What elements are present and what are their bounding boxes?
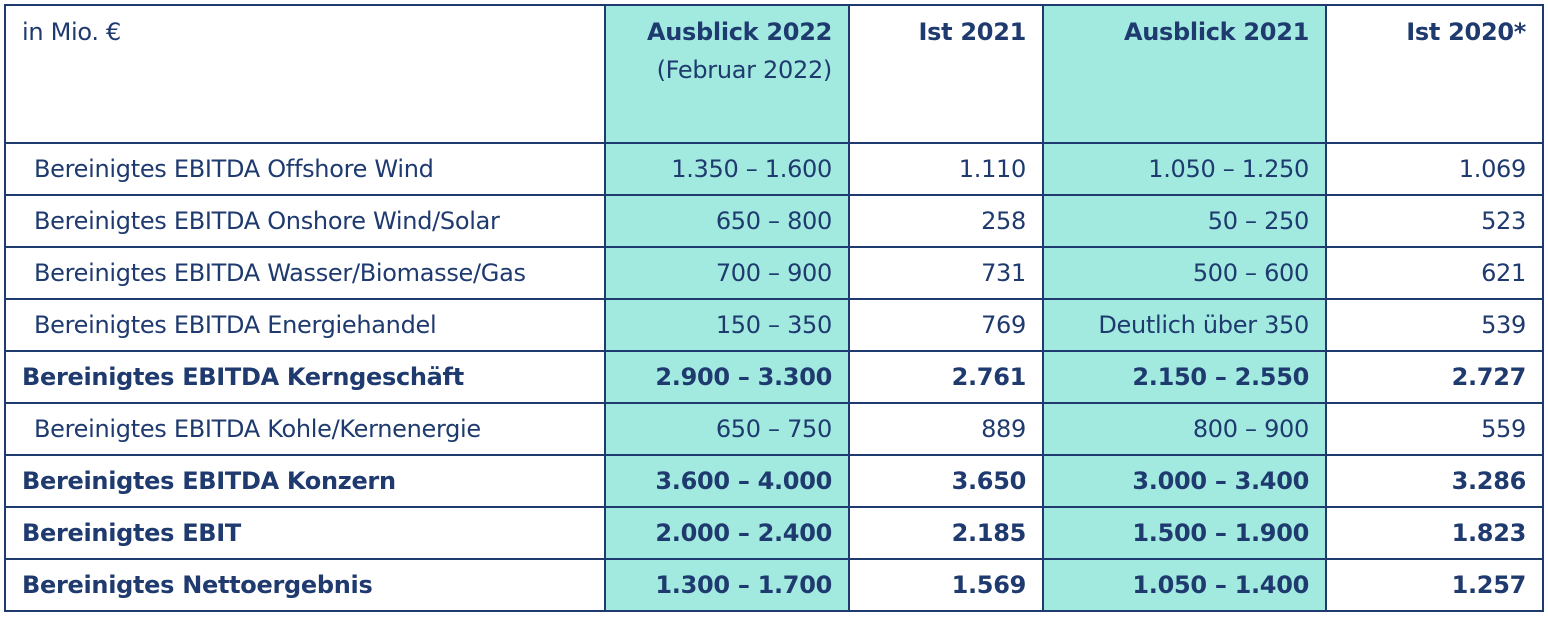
table-wrapper: in Mio. € Ausblick 2022 (Februar 2022) Ist … [4, 4, 1544, 612]
value-cell: 1.300 – 1.700 [604, 558, 850, 612]
row-label: Bereinigtes EBITDA Kerngeschäft [4, 350, 606, 404]
data-row: Bereinigtes EBITDA Kerngeschäft 2.900 – 3… [4, 350, 1544, 404]
value-cell: 539 [1325, 298, 1544, 352]
header-row: in Mio. € Ausblick 2022 (Februar 2022) Ist … [4, 4, 1544, 144]
value-cell: 650 – 750 [604, 402, 850, 456]
value-cell: 700 – 900 [604, 246, 850, 300]
value-cell: 258 [848, 194, 1044, 248]
value-cell: 2.727 [1325, 350, 1544, 404]
row-label: Bereinigtes EBITDA Wasser/Biomasse/Gas [4, 246, 606, 300]
data-row: Bereinigtes EBITDA Konzern 3.600 – 4.000 3… [4, 454, 1544, 508]
data-row: Bereinigtes Nettoergebnis 1.300 – 1.700 1.… [4, 558, 1544, 612]
header-title: Ausblick 2021 [1123, 18, 1309, 46]
value-cell: 650 – 800 [604, 194, 850, 248]
value-cell: 559 [1325, 402, 1544, 456]
value-cell: 1.110 [848, 142, 1044, 196]
row-label: Bereinigtes EBITDA Offshore Wind [4, 142, 606, 196]
header-cell: Ist 2020* [1325, 4, 1544, 144]
header-title: Ist 2021 [918, 18, 1027, 46]
forecast-table: in Mio. € Ausblick 2022 (Februar 2022) Ist … [4, 4, 1544, 612]
value-cell: 1.050 – 1.250 [1042, 142, 1327, 196]
data-row: Bereinigtes EBITDA Energiehandel 150 – 35… [4, 298, 1544, 352]
header-title: Ausblick 2022 [646, 18, 832, 46]
header-cell: Ausblick 2022 (Februar 2022) [604, 4, 850, 144]
value-cell: 1.823 [1325, 506, 1544, 560]
header-title: Ist 2020* [1406, 18, 1526, 46]
value-cell: 1.350 – 1.600 [604, 142, 850, 196]
value-cell: 1.050 – 1.400 [1042, 558, 1327, 612]
value-cell: 1.569 [848, 558, 1044, 612]
value-cell: 500 – 600 [1042, 246, 1327, 300]
value-cell: 621 [1325, 246, 1544, 300]
value-cell: 2.150 – 2.550 [1042, 350, 1327, 404]
value-cell: 2.761 [848, 350, 1044, 404]
row-label: Bereinigtes EBITDA Kohle/Kernenergie [4, 402, 606, 456]
value-cell: 3.650 [848, 454, 1044, 508]
row-label: Bereinigtes EBIT [4, 506, 606, 560]
header-cell: Ausblick 2021 [1042, 4, 1327, 144]
value-cell: 1.500 – 1.900 [1042, 506, 1327, 560]
row-label: Bereinigtes Nettoergebnis [4, 558, 606, 612]
header-title: in Mio. € [22, 18, 121, 46]
value-cell: 2.000 – 2.400 [604, 506, 850, 560]
value-cell: 523 [1325, 194, 1544, 248]
value-cell: 150 – 350 [604, 298, 850, 352]
value-cell: 731 [848, 246, 1044, 300]
data-row: Bereinigtes EBITDA Wasser/Biomasse/Gas 70… [4, 246, 1544, 300]
data-row: Bereinigtes EBITDA Kohle/Kernenergie 650 … [4, 402, 1544, 456]
data-row: Bereinigtes EBITDA Onshore Wind/Solar 650… [4, 194, 1544, 248]
value-cell: 889 [848, 402, 1044, 456]
value-cell: 1.069 [1325, 142, 1544, 196]
value-cell: 800 – 900 [1042, 402, 1327, 456]
value-cell: Deutlich über 350 [1042, 298, 1327, 352]
row-label: Bereinigtes EBITDA Energiehandel [4, 298, 606, 352]
row-label: Bereinigtes EBITDA Onshore Wind/Solar [4, 194, 606, 248]
row-label: Bereinigtes EBITDA Konzern [4, 454, 606, 508]
value-cell: 2.185 [848, 506, 1044, 560]
value-cell: 3.286 [1325, 454, 1544, 508]
value-cell: 50 – 250 [1042, 194, 1327, 248]
header-cell: Ist 2021 [848, 4, 1044, 144]
value-cell: 3.600 – 4.000 [604, 454, 850, 508]
header-subtitle: (Februar 2022) [656, 56, 833, 84]
value-cell: 1.257 [1325, 558, 1544, 612]
value-cell: 3.000 – 3.400 [1042, 454, 1327, 508]
header-cell: in Mio. € [4, 4, 606, 144]
data-row: Bereinigtes EBITDA Offshore Wind 1.350 – … [4, 142, 1544, 196]
value-cell: 769 [848, 298, 1044, 352]
data-row: Bereinigtes EBIT 2.000 – 2.400 2.185 1.500 … [4, 506, 1544, 560]
value-cell: 2.900 – 3.300 [604, 350, 850, 404]
